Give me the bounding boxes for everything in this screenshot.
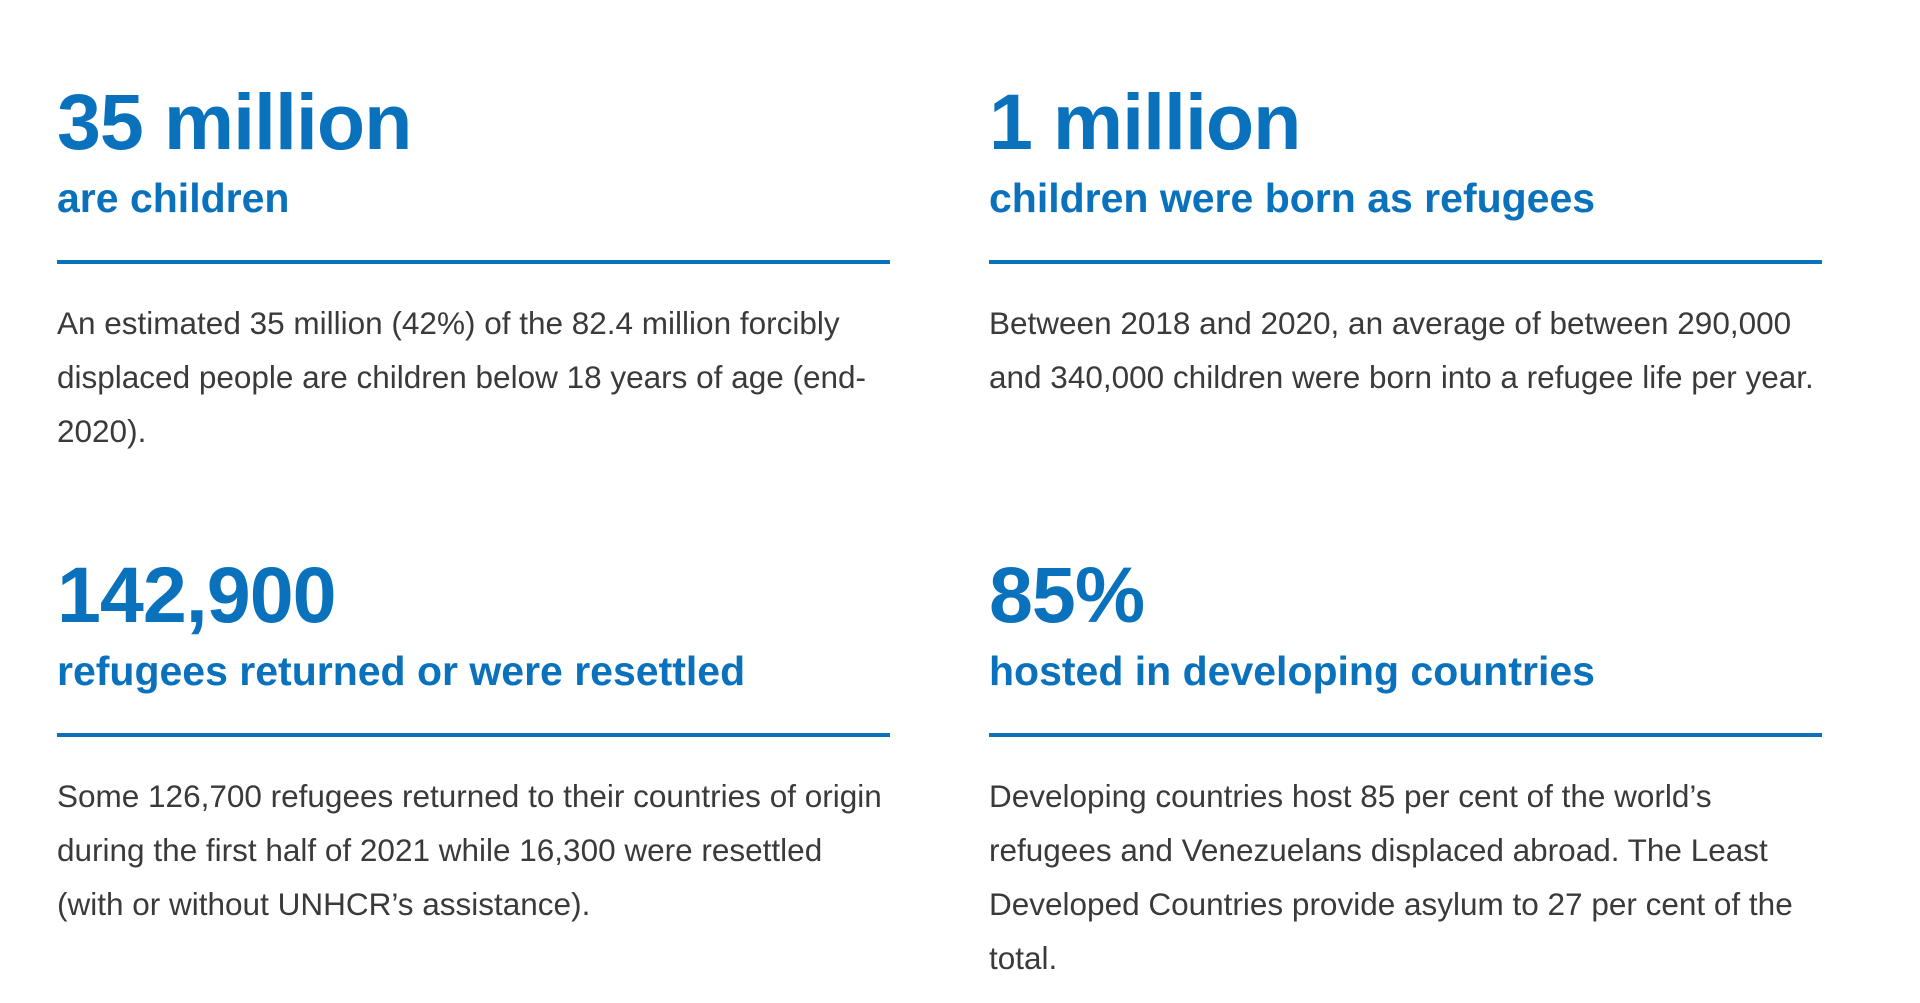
stat-card-children: 35 million are children An estimated 35 … xyxy=(57,78,890,458)
stat-description: Developing countries host 85 per cent of… xyxy=(989,778,1793,976)
stat-card-developing-countries: 85% hosted in developing countries Devel… xyxy=(989,551,1822,985)
stats-grid: 35 million are children An estimated 35 … xyxy=(57,0,1822,1003)
stat-figure: 142,900 xyxy=(57,550,337,639)
stat-caption: are children xyxy=(57,175,290,221)
stat-figure: 35 million xyxy=(57,77,412,166)
stat-divider xyxy=(57,733,890,737)
stat-figure: 85% xyxy=(989,550,1145,639)
stat-description: Between 2018 and 2020, an average of bet… xyxy=(989,305,1814,395)
stat-divider xyxy=(57,260,890,264)
stat-divider xyxy=(989,733,1822,737)
stat-caption: hosted in developing countries xyxy=(989,648,1595,694)
stat-divider xyxy=(989,260,1822,264)
stat-card-born-refugees: 1 million children were born as refugees… xyxy=(989,78,1822,404)
stat-caption: refugees returned or were resettled xyxy=(57,648,746,694)
stat-description: An estimated 35 million (42%) of the 82.… xyxy=(57,305,867,449)
stat-caption: children were born as refugees xyxy=(989,175,1596,221)
stat-description: Some 126,700 refugees returned to their … xyxy=(57,778,882,922)
stat-figure: 1 million xyxy=(989,77,1301,166)
stat-card-returned-resettled: 142,900 refugees returned or were resett… xyxy=(57,551,890,931)
